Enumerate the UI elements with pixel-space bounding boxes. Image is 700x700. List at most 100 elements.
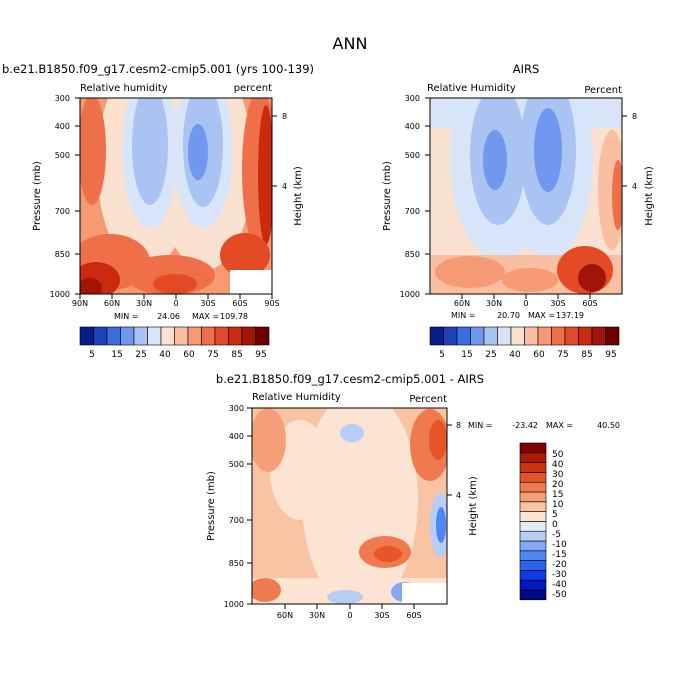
colorbar-label: 60 <box>533 350 545 360</box>
colorbar-label: 5 <box>89 350 95 360</box>
colorbar-swatch <box>519 462 547 473</box>
y2-tick-label: 8 <box>282 112 287 121</box>
supertitle: ANN <box>333 34 368 53</box>
min-max-stats: MIN = 24.06 MAX = 109.78 <box>114 312 248 321</box>
colorbar-label: 95 <box>605 350 616 360</box>
max-label: MAX = <box>546 421 573 430</box>
colorbar-swatch <box>160 326 175 346</box>
x-tick-label: 60S <box>406 611 421 620</box>
panel-difference: b.e21.B1850.f09_g17.cesm2-cmip5.001 - AI… <box>206 372 620 620</box>
colorbar-swatch <box>497 326 512 346</box>
colorbar-swatch <box>519 481 547 493</box>
colorbar-label: 85 <box>581 350 592 360</box>
x-tick-label: 60N <box>277 611 293 620</box>
max-label: MAX = <box>528 311 555 320</box>
y-ticks: 300 400 500 700 850 1000 <box>400 94 430 299</box>
min-value: 20.70 <box>497 311 520 320</box>
y2-ticks: 8 4 <box>272 112 287 191</box>
colorbar-swatch <box>519 530 547 542</box>
colorbar-swatch <box>255 326 270 346</box>
x-ticks: 90N 60N 30N 0 30S 60S 90S <box>72 294 280 308</box>
max-value: 137.19 <box>556 311 584 320</box>
x-tick-label: 30N <box>136 299 152 308</box>
colorbar-swatch <box>519 452 547 463</box>
min-max-stats: MIN = -23.42 MAX = 40.50 <box>468 421 620 430</box>
colorbar-label: 40 <box>552 460 564 470</box>
colorbar-swatch <box>443 326 458 346</box>
colorbar-label: 20 <box>552 480 564 490</box>
colorbar-swatch <box>147 326 162 346</box>
y-tick-label: 500 <box>229 460 244 469</box>
y-tick-label: 400 <box>405 122 420 131</box>
y-axis-label: Pressure (mb) <box>206 471 217 541</box>
y-tick-label: 500 <box>55 151 70 160</box>
y-tick-label: 850 <box>405 250 420 259</box>
panel-title: AIRS <box>513 62 540 76</box>
colorbar-label: 85 <box>231 350 242 360</box>
max-value: 109.78 <box>220 312 248 321</box>
min-label: MIN = <box>451 311 476 320</box>
colorbar-swatch <box>187 326 202 346</box>
y2-tick-label: 4 <box>632 182 637 191</box>
colorbar-label: 40 <box>159 350 171 360</box>
colorbar-swatch <box>510 326 525 346</box>
colorbar: 50 40 30 20 15 10 5 0 -5 -10 -15 -20 -30… <box>519 442 567 601</box>
y-tick-label: 850 <box>55 250 70 259</box>
colorbar-swatch <box>120 326 135 346</box>
colorbar-swatch <box>106 326 121 346</box>
colorbar-swatch <box>228 326 243 346</box>
colorbar-label: 60 <box>183 350 195 360</box>
y-tick-label: 300 <box>229 404 244 413</box>
units-label: percent <box>234 83 272 94</box>
colorbar-swatch <box>133 326 148 346</box>
y2-tick-label: 4 <box>282 182 287 191</box>
x-tick-label: 60N <box>104 299 120 308</box>
colorbar-swatch <box>519 570 547 581</box>
colorbar-swatch <box>201 326 216 346</box>
variable-label: Relative Humidity <box>252 392 341 403</box>
colorbar-swatch <box>551 326 566 346</box>
panel-obs: AIRS Relative Humidity Percent <box>382 62 655 360</box>
colorbar-swatch <box>519 550 547 561</box>
colorbar-swatch <box>241 326 256 346</box>
x-tick-label: 0 <box>347 611 352 620</box>
y-tick-label: 1000 <box>50 290 70 299</box>
y-axis-label: Pressure (mb) <box>382 161 393 231</box>
colorbar-label: 95 <box>255 350 266 360</box>
panel-title: b.e21.B1850.f09_g17.cesm2-cmip5.001 - AI… <box>216 372 484 386</box>
colorbar-label: 25 <box>135 350 146 360</box>
y-ticks: 300 400 500 700 850 1000 <box>224 404 252 609</box>
min-label: MIN = <box>468 421 493 430</box>
colorbar-swatches <box>79 326 270 346</box>
colorbar: 5 15 25 40 60 75 85 95 <box>429 326 620 360</box>
panel-model: b.e21.B1850.f09_g17.cesm2-cmip5.001 (yrs… <box>2 62 314 360</box>
x-tick-label: 0 <box>523 299 528 308</box>
colorbar-label: 75 <box>207 350 218 360</box>
colorbar-label: 30 <box>552 470 564 480</box>
y-tick-label: 1000 <box>400 290 420 299</box>
y-tick-label: 300 <box>405 94 420 103</box>
colorbar-swatch <box>524 326 539 346</box>
colorbar-swatch <box>214 326 229 346</box>
y2-ticks: 8 4 <box>622 112 637 191</box>
min-value: -23.42 <box>512 421 538 430</box>
colorbar-label: 75 <box>557 350 568 360</box>
x-tick-label: 30S <box>200 299 215 308</box>
units-label: Percent <box>409 394 447 405</box>
colorbar-swatch <box>537 326 552 346</box>
colorbar-swatch <box>564 326 579 346</box>
colorbar-swatch <box>519 442 547 454</box>
y-tick-label: 400 <box>55 122 70 131</box>
max-value: 40.50 <box>597 421 620 430</box>
y-ticks: 300 400 500 700 850 1000 <box>50 94 80 299</box>
colorbar-label: -50 <box>552 590 567 600</box>
x-tick-label: 90S <box>264 299 279 308</box>
colorbar-label: -40 <box>552 580 567 590</box>
y-tick-label: 700 <box>55 207 70 216</box>
y2-axis-label: Height (km) <box>644 166 655 226</box>
x-tick-label: 30N <box>486 299 502 308</box>
colorbar-swatch <box>519 540 547 552</box>
colorbar-swatch <box>519 521 547 532</box>
colorbar-swatch <box>591 326 606 346</box>
